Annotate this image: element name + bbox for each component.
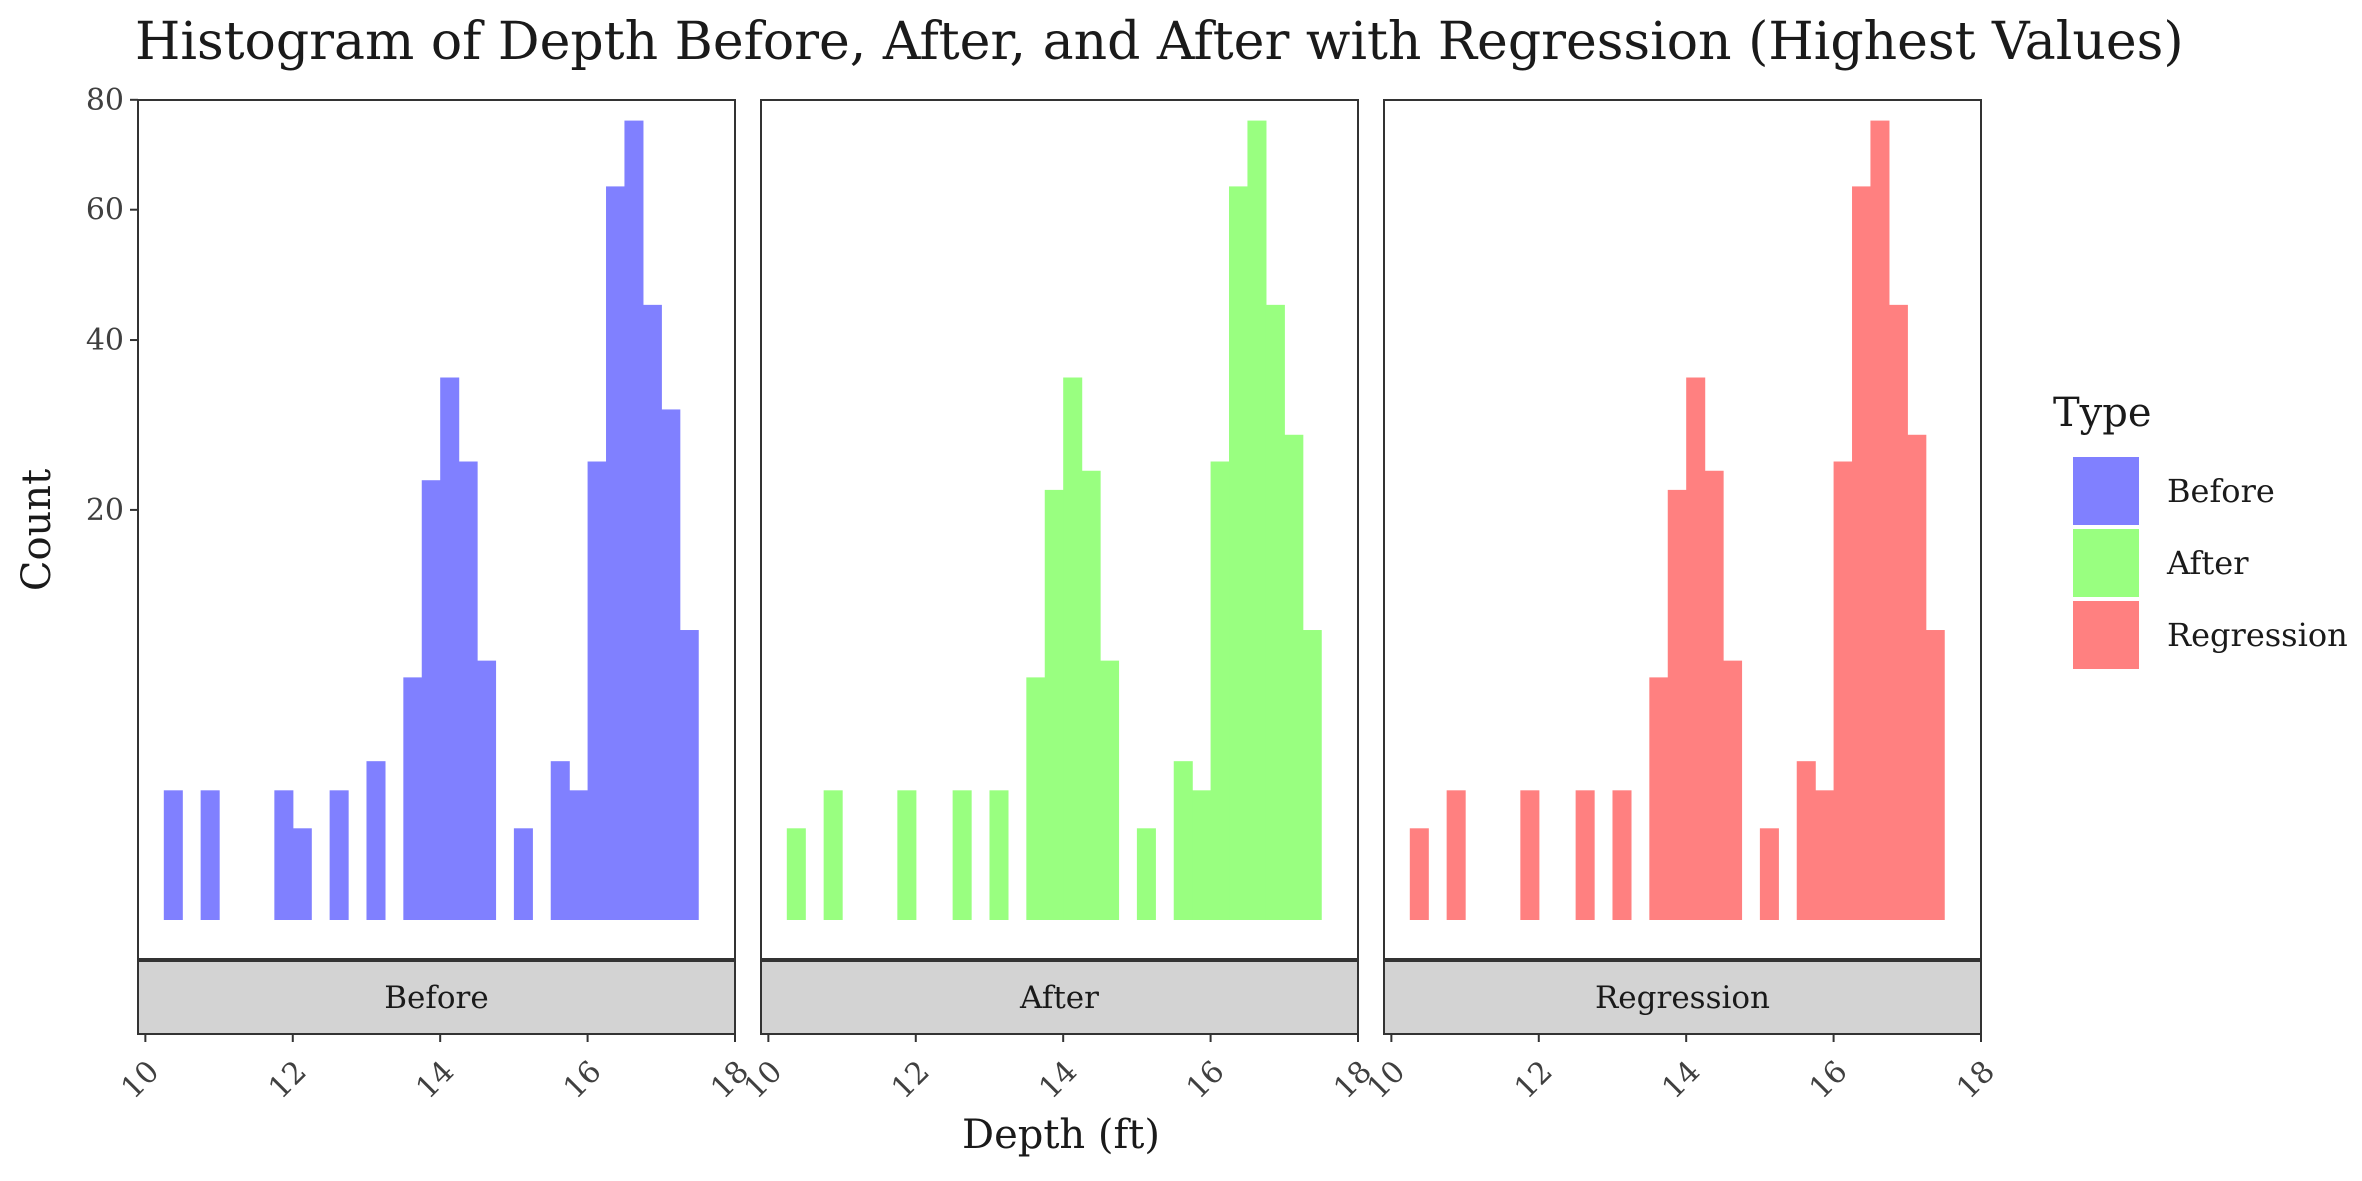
histogram-bar xyxy=(1026,677,1046,920)
x-tick-label: 14 xyxy=(409,1054,461,1106)
histogram-bar xyxy=(440,377,460,920)
histogram-bar xyxy=(606,186,626,920)
histogram-bar xyxy=(1192,790,1212,920)
x-tick-label: 16 xyxy=(1803,1054,1855,1106)
strip-label: Regression xyxy=(1595,980,1770,1016)
histogram-bar xyxy=(200,790,220,920)
strip-background xyxy=(137,959,736,1035)
histogram-bar xyxy=(823,790,843,920)
histogram-bar xyxy=(274,790,294,920)
histogram-bar xyxy=(1210,461,1230,920)
histogram-bar xyxy=(477,660,497,920)
histogram-bar xyxy=(897,790,917,920)
legend-key-before xyxy=(2073,457,2139,525)
x-tick-label: 14 xyxy=(1655,1054,1707,1106)
chart-title: Histogram of Depth Before, After, and Af… xyxy=(135,12,2184,72)
x-tick-label: 12 xyxy=(885,1054,937,1106)
x-tick-label: 10 xyxy=(115,1054,167,1106)
histogram-bar xyxy=(1575,790,1595,920)
x-tick-label: 12 xyxy=(262,1054,314,1106)
y-tick-label: 40 xyxy=(86,323,124,358)
histogram-bar xyxy=(587,461,607,920)
histogram-bar xyxy=(1704,470,1724,920)
histogram-bar xyxy=(1759,828,1779,920)
histogram-bar xyxy=(1265,304,1285,920)
histogram-bar xyxy=(1815,790,1835,920)
histogram-bar xyxy=(1173,761,1193,920)
histogram-bar xyxy=(366,761,386,920)
legend-label: After xyxy=(2166,544,2249,582)
histogram-bar xyxy=(1796,761,1816,920)
strip-label: Before xyxy=(384,980,488,1016)
histogram-bar xyxy=(329,790,349,920)
histogram-bar xyxy=(1925,630,1945,920)
y-axis: 20 40 60 80 xyxy=(86,83,138,528)
histogram-bar xyxy=(624,120,644,920)
histogram-bar xyxy=(1649,677,1669,920)
histogram-bar xyxy=(1247,120,1267,920)
histogram-bar xyxy=(513,828,533,920)
histogram-bar xyxy=(989,790,1009,920)
legend-key-regression xyxy=(2073,601,2139,669)
x-tick-label: 10 xyxy=(1361,1054,1413,1106)
histogram-bar xyxy=(1136,828,1156,920)
histogram-bar xyxy=(1667,489,1687,920)
histogram-bar xyxy=(1888,304,1908,920)
histogram-bar xyxy=(1612,790,1632,920)
histogram-bar xyxy=(403,677,423,920)
legend-label: Regression xyxy=(2167,616,2348,654)
histogram-bar xyxy=(1870,120,1890,920)
histogram-bar xyxy=(1081,470,1101,920)
y-tick-label: 80 xyxy=(86,83,124,118)
histogram-bar xyxy=(1302,630,1322,920)
legend-label: Before xyxy=(2167,472,2275,510)
histogram-bar xyxy=(421,480,441,920)
histogram-bar xyxy=(1520,790,1540,920)
legend-title: Type xyxy=(2053,390,2152,436)
x-tick-label: 14 xyxy=(1032,1054,1084,1106)
histogram-bar xyxy=(1063,377,1083,920)
legend-key-after xyxy=(2073,529,2139,597)
histogram-bar xyxy=(550,761,570,920)
histogram-bar xyxy=(1284,434,1304,920)
histogram-bar xyxy=(679,630,699,920)
histogram-bar xyxy=(786,828,806,920)
x-tick-label: 16 xyxy=(1180,1054,1232,1106)
histogram-bar xyxy=(642,304,662,920)
histogram-bar xyxy=(1852,186,1872,920)
histogram-bar xyxy=(569,790,589,920)
x-tick-label: 18 xyxy=(1950,1054,2002,1106)
y-tick-label: 60 xyxy=(86,193,124,228)
strip-label: After xyxy=(1019,980,1099,1016)
histogram-bar xyxy=(1686,377,1706,920)
legend: Type Before After Regression xyxy=(2053,390,2348,669)
histogram-bar xyxy=(1446,790,1466,920)
histogram-bar xyxy=(952,790,972,920)
histogram-bar xyxy=(1044,489,1064,920)
strip-background xyxy=(1383,959,1982,1035)
facet-panel-regression: Regression 10 12 14 16 18 xyxy=(1361,99,2002,1106)
histogram-bar xyxy=(661,409,681,920)
x-tick-label: 10 xyxy=(738,1054,790,1106)
histogram-bar xyxy=(1907,434,1927,920)
y-axis-title: Count xyxy=(14,469,60,591)
histogram-bar xyxy=(292,828,312,920)
histogram-bar xyxy=(163,790,183,920)
histogram-bar xyxy=(1833,461,1853,920)
histogram-bar xyxy=(1100,660,1120,920)
y-tick-label: 20 xyxy=(86,493,124,528)
histogram-bar xyxy=(1723,660,1743,920)
histogram-bar xyxy=(1409,828,1429,920)
x-tick-label: 12 xyxy=(1508,1054,1560,1106)
x-axis-title: Depth (ft) xyxy=(962,1112,1160,1158)
histogram-bar xyxy=(1229,186,1249,920)
x-tick-label: 16 xyxy=(557,1054,609,1106)
histogram-bar xyxy=(458,461,478,920)
